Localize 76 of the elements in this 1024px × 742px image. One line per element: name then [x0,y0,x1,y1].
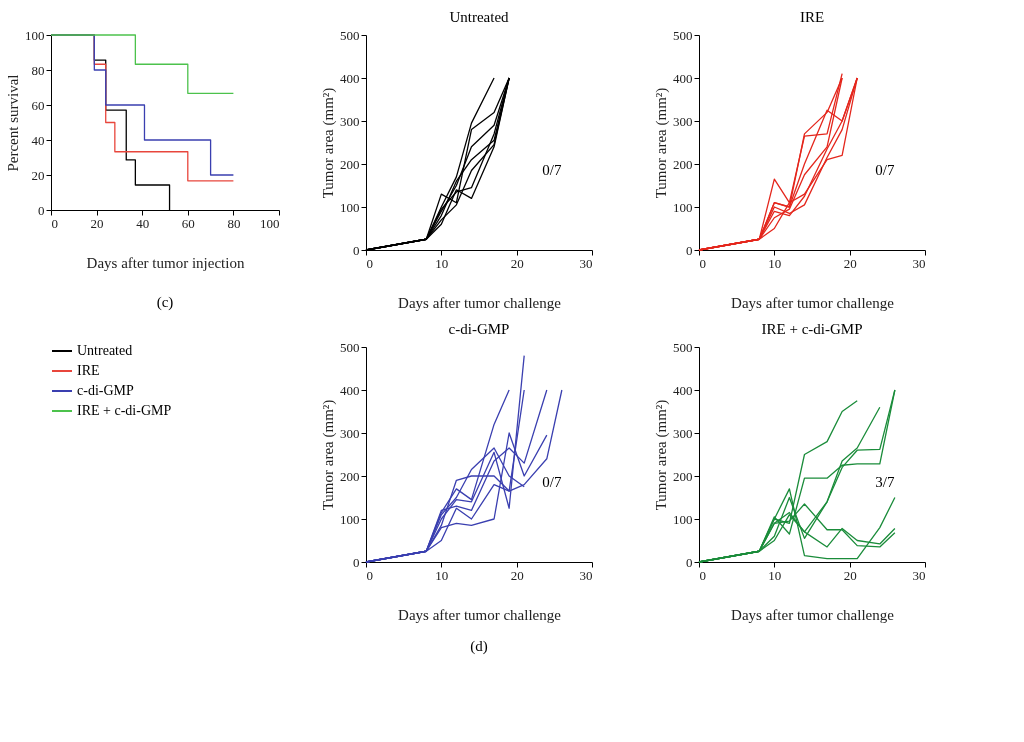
y-tick-label: 60 [31,97,45,113]
y-tick-label: 0 [686,242,693,258]
y-tick-label: 500 [673,27,693,43]
x-tick-label: 20 [510,255,524,271]
x-tick-label: 10 [435,255,449,271]
y-tick-label: 100 [673,511,693,527]
x-tick-label: 30 [912,567,926,583]
y-tick-label: 80 [31,62,45,78]
annotation: 0/7 [542,474,562,491]
y-axis-title: Percent survival [5,74,21,172]
x-axis-title: Days after tumor challenge [398,606,562,623]
y-tick-label: 200 [673,468,693,484]
x-tick-label: 40 [136,215,150,231]
chart-title: IRE [799,9,825,25]
y-tick-label: 100 [25,27,45,43]
x-tick-label: 60 [181,215,195,231]
y-axis-title: Tumor area (mm²) [320,87,337,199]
legend-label: c-di-GMP [77,383,134,398]
y-tick-label: 200 [673,156,693,172]
x-tick-label: 100 [260,215,280,231]
y-axis-title: Tumor area (mm²) [320,399,337,511]
text: (d) [470,638,488,655]
x-tick-label: 30 [912,255,926,271]
y-tick-label: 500 [673,339,693,355]
y-axis-title: Tumor area (mm²) [653,87,670,199]
x-tick-label: 20 [90,215,104,231]
legend-label: Untreated [77,343,133,358]
x-tick-label: 0 [366,567,373,583]
chart-title: c-di-GMP [448,321,510,337]
x-axis-title: Days after tumor challenge [731,294,895,311]
x-axis-title: Days after tumor injection [86,254,245,271]
y-tick-label: 500 [340,27,360,43]
y-tick-label: 200 [340,156,360,172]
y-tick-label: 400 [340,70,360,86]
y-tick-label: 300 [340,425,360,441]
x-tick-label: 10 [435,567,449,583]
y-tick-label: 20 [31,167,45,183]
x-axis-title: Days after tumor challenge [731,606,895,623]
y-tick-label: 0 [353,242,360,258]
x-tick-label: 80 [227,215,241,231]
x-tick-label: 20 [843,567,857,583]
text: (c) [156,294,174,311]
x-tick-label: 20 [510,567,524,583]
y-tick-label: 300 [340,113,360,129]
annotation: 0/7 [542,162,562,179]
legend-label: IRE + c-di-GMP [77,403,172,418]
y-tick-label: 400 [673,382,693,398]
x-tick-label: 0 [51,215,58,231]
chart-title: IRE + c-di-GMP [761,321,863,337]
y-tick-label: 0 [38,202,45,218]
annotation: 0/7 [875,162,895,179]
y-tick-label: 400 [673,70,693,86]
annotation: 3/7 [875,474,895,491]
x-tick-label: 30 [579,255,593,271]
y-tick-label: 0 [353,554,360,570]
chart-title: Untreated [449,9,510,25]
y-tick-label: 0 [686,554,693,570]
y-tick-label: 300 [673,425,693,441]
y-tick-label: 400 [340,382,360,398]
x-tick-label: 20 [843,255,857,271]
y-tick-label: 300 [673,113,693,129]
y-axis-title: Tumor area (mm²) [653,399,670,511]
x-tick-label: 10 [768,255,782,271]
x-tick-label: 0 [699,255,706,271]
legend-label: IRE [77,363,100,378]
y-tick-label: 500 [340,339,360,355]
x-axis-title: Days after tumor challenge [398,294,562,311]
y-tick-label: 40 [31,132,45,148]
x-tick-label: 0 [366,255,373,271]
y-tick-label: 200 [340,468,360,484]
x-tick-label: 10 [768,567,782,583]
x-tick-label: 0 [699,567,706,583]
y-tick-label: 100 [340,511,360,527]
y-tick-label: 100 [340,199,360,215]
y-tick-label: 100 [673,199,693,215]
x-tick-label: 30 [579,567,593,583]
